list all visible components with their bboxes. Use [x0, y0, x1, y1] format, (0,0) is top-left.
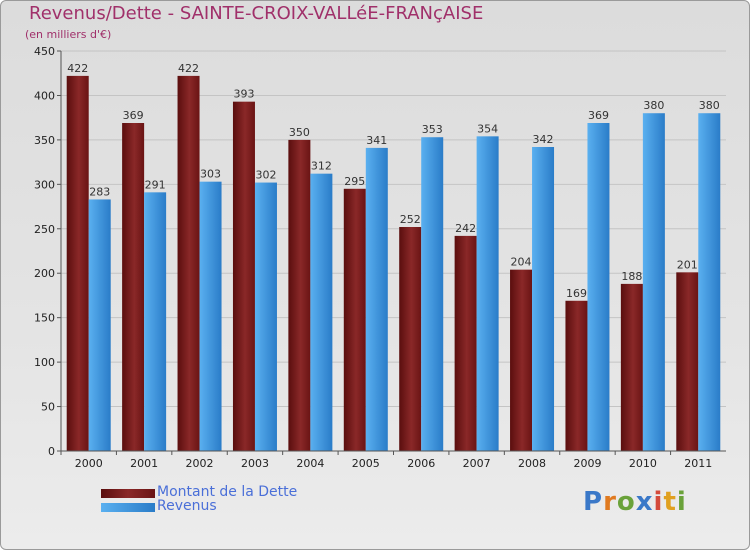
data-label: 303	[200, 168, 221, 181]
bar-revenus	[587, 123, 610, 451]
data-label: 295	[344, 175, 365, 188]
data-label: 204	[511, 256, 532, 269]
chart-title: Revenus/Dette - SAINTE-CROIX-VALLéE-FRAN…	[29, 3, 484, 24]
y-tick-label: 450	[34, 45, 55, 58]
data-label: 188	[621, 270, 642, 283]
bar-dette	[122, 123, 145, 451]
data-label: 252	[400, 213, 421, 226]
bar-revenus	[642, 113, 665, 451]
bar-dette	[399, 227, 422, 451]
x-tick-label: 2004	[296, 457, 324, 470]
bar-revenus	[254, 182, 277, 452]
x-tick-label: 2009	[573, 457, 601, 470]
y-tick-label: 250	[34, 223, 55, 236]
data-label: 369	[588, 109, 609, 122]
data-label: 302	[255, 169, 276, 182]
y-tick-label: 350	[34, 134, 55, 147]
y-tick-label: 0	[48, 445, 55, 458]
bar-dette	[343, 188, 366, 451]
data-label: 354	[477, 122, 498, 135]
x-tick-label: 2011	[684, 457, 712, 470]
data-label: 422	[178, 62, 199, 75]
bar-revenus	[365, 147, 388, 451]
y-tick-label: 150	[34, 312, 55, 325]
data-label: 393	[233, 88, 254, 101]
x-tick-label: 2005	[352, 457, 380, 470]
x-tick-label: 2008	[518, 457, 546, 470]
bar-dette	[454, 235, 477, 451]
bar-revenus	[310, 173, 333, 451]
bar-revenus	[476, 136, 499, 452]
legend-swatch-dette	[101, 489, 155, 498]
bar-dette	[177, 75, 200, 451]
legend-swatch-revenus	[101, 503, 155, 512]
bar-dette	[232, 101, 255, 452]
x-tick-label: 2001	[130, 457, 158, 470]
x-tick-label: 2003	[241, 457, 269, 470]
x-tick-label: 2002	[186, 457, 214, 470]
data-label: 380	[699, 99, 720, 112]
data-label: 350	[289, 126, 310, 139]
data-labels: 422 283 369 291 422 303 393 302 350 312 295 341 252 3…	[67, 62, 720, 300]
data-label: 380	[643, 99, 664, 112]
y-tick-label: 100	[34, 356, 55, 369]
bar-revenus	[88, 199, 111, 451]
data-label: 201	[677, 258, 698, 271]
data-label: 169	[566, 287, 587, 300]
y-tick-label: 400	[34, 89, 55, 102]
data-label: 283	[89, 185, 110, 198]
data-label: 291	[145, 178, 166, 191]
bar-revenus	[421, 137, 444, 451]
bar-revenus	[144, 192, 167, 452]
data-label: 422	[67, 62, 88, 75]
bar-revenus	[532, 147, 555, 451]
bar-dette	[620, 283, 643, 451]
bar-dette	[510, 269, 533, 451]
bar-dette	[565, 300, 588, 451]
x-tick-label: 2000	[75, 457, 103, 470]
data-label: 369	[123, 109, 144, 122]
data-label: 353	[422, 123, 443, 136]
bars	[66, 75, 721, 452]
x-tick-label: 2007	[463, 457, 491, 470]
bar-revenus	[199, 181, 222, 451]
data-label: 312	[311, 160, 332, 173]
legend-label-dette: Montant de la Dette	[157, 484, 298, 500]
data-label: 242	[455, 222, 476, 235]
x-tick-label: 2006	[407, 457, 435, 470]
bar-revenus	[698, 113, 721, 451]
data-label: 342	[533, 133, 554, 146]
chart-subtitle: (en milliers d'€)	[25, 28, 112, 41]
proxiti-logo: Proxiti	[583, 487, 687, 517]
data-label: 341	[366, 134, 387, 147]
y-tick-label: 200	[34, 267, 55, 280]
axes: 0 50 100 150 200 250 300 350 400 450 2000 2001 2002 2…	[34, 45, 726, 470]
bar-dette	[676, 272, 699, 451]
grid-lines	[61, 50, 726, 452]
y-tick-label: 300	[34, 178, 55, 191]
bar-dette	[66, 75, 89, 451]
legend-label-revenus: Revenus	[157, 498, 217, 514]
x-tick-label: 2010	[629, 457, 657, 470]
y-tick-label: 50	[41, 401, 55, 414]
bar-dette	[288, 139, 311, 451]
